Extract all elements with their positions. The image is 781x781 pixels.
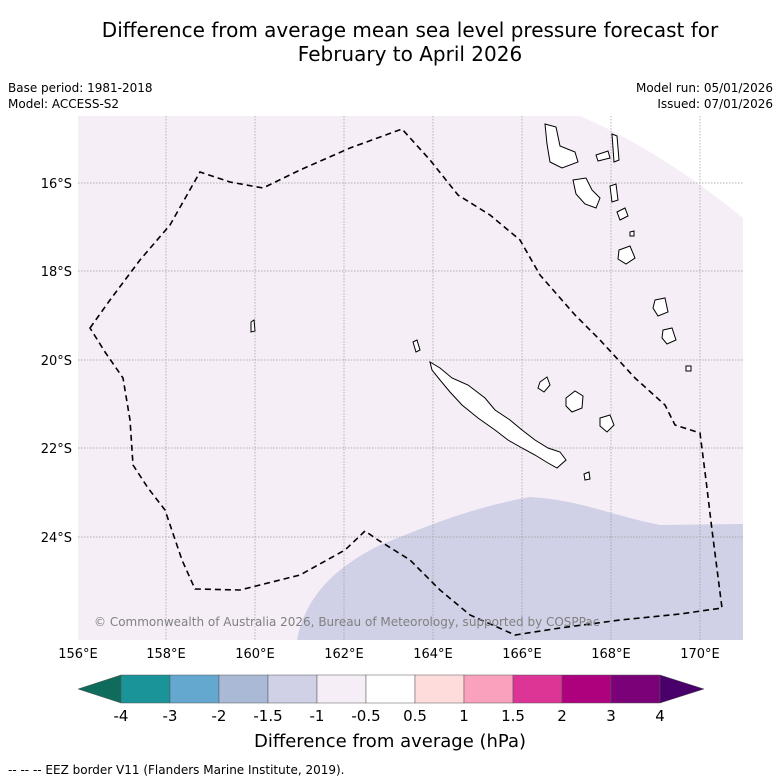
issued-date: Issued: 07/01/2026 [657, 97, 773, 111]
colorbar-title: Difference from average (hPa) [254, 731, 526, 752]
meta-left: Base period: 1981-2018 Model: ACCESS-S2 [8, 80, 153, 112]
lon-label-162e: 162°E [324, 647, 364, 662]
lat-label-24s: 24°S [41, 531, 72, 546]
base-period: Base period: 1981-2018 [8, 81, 153, 95]
colorbar-segment [267, 674, 318, 704]
meta-right: Model run: 05/01/2026 Issued: 07/01/2026 [636, 80, 773, 112]
colorbar-tick-label: 3 [606, 707, 616, 725]
colorbar-tick-label: -1.5 [253, 707, 282, 725]
model-name: Model: ACCESS-S2 [8, 97, 120, 111]
vanuatu-malekula [572, 177, 601, 209]
colorbar-segment [365, 674, 416, 704]
vanuatu-efate [616, 207, 629, 221]
lat-label-16s: 16°S [41, 177, 72, 192]
lat-axis: 16°S 18°S 20°S 22°S 24°S [41, 177, 72, 546]
belep-island [412, 339, 421, 353]
lon-label-164e: 164°E [413, 647, 453, 662]
lat-label-22s: 22°S [41, 442, 72, 457]
colorbar: -4 -3 -2 -1.5 -1 -0.5 0.5 1 1.5 2 3 4 Difference fr… [77, 674, 705, 752]
colorbar-segment [414, 674, 465, 704]
colorbar-segment [316, 674, 367, 704]
lon-label-156e: 156°E [58, 647, 98, 662]
colorbar-tick-label: -3 [163, 707, 178, 725]
vanuatu-maewo [611, 133, 620, 163]
anomaly-field-lavender [297, 497, 743, 640]
island-small-3 [629, 230, 635, 237]
colorbar-segment [218, 674, 269, 704]
colorbar-tick-label: -1 [310, 707, 325, 725]
lon-label-166e: 166°E [502, 647, 542, 662]
colorbar-tick-label: 1 [459, 707, 469, 725]
colorbar-segment [561, 674, 612, 704]
colorbar-tick-label: 1.5 [501, 707, 525, 725]
colorbar-extend-low [77, 674, 122, 704]
model-run: Model run: 05/01/2026 [635, 81, 773, 95]
colorbar-extend-high [659, 674, 705, 704]
vanuatu-espiritu-santo [544, 123, 579, 169]
colorbar-tick-label: -0.5 [351, 707, 380, 725]
colorbar-segment [512, 674, 563, 704]
map-area: © Commonwealth of Australia 2026, Bureau… [78, 116, 743, 640]
title-line-2: February to April 2026 [297, 42, 523, 66]
lon-label-170e: 170°E [680, 647, 720, 662]
isle-of-pines [583, 471, 591, 481]
copyright: © Commonwealth of Australia 2026, Bureau… [94, 615, 599, 629]
loyalty-island-2 [565, 390, 584, 413]
colorbar-tick-label: 0.5 [403, 707, 427, 725]
loyalty-island-1 [537, 376, 551, 393]
lon-label-160e: 160°E [235, 647, 275, 662]
colorbar-segment [120, 674, 171, 704]
colorbar-labels: -4 -3 -2 -1.5 -1 -0.5 0.5 1 1.5 2 3 4 [114, 707, 665, 725]
lon-label-158e: 158°E [146, 647, 186, 662]
colorbar-segment [463, 674, 514, 704]
new-caledonia [429, 360, 567, 469]
colorbar-tick-label: 2 [557, 707, 567, 725]
island-small-1 [250, 319, 256, 333]
vanuatu-ambae [595, 150, 611, 162]
vanuatu-tanna [652, 297, 669, 317]
loyalty-island-3 [599, 414, 615, 433]
title-line-1: Difference from average mean sea level p… [101, 18, 719, 42]
eez-footnote: -- -- -- EEZ border V11 (Flanders Marine… [8, 763, 345, 777]
colorbar-segment [610, 674, 661, 704]
lat-label-20s: 20°S [41, 354, 72, 369]
vanuatu-aneityum [661, 327, 677, 345]
chart-title: Difference from average mean sea level p… [40, 18, 780, 66]
coastlines [250, 123, 692, 481]
colorbar-tick-label: 4 [655, 707, 665, 725]
lat-label-18s: 18°S [41, 265, 72, 280]
island-small-2 [685, 365, 692, 372]
colorbar-tick-label: -2 [212, 707, 227, 725]
colorbar-segment [169, 674, 220, 704]
lon-axis: 156°E 158°E 160°E 162°E 164°E 166°E 168°… [58, 647, 720, 662]
vanuatu-pentecost [609, 183, 619, 203]
colorbar-tick-label: -4 [114, 707, 129, 725]
gridlines [78, 116, 743, 640]
colorbar-segments [120, 674, 661, 704]
lon-label-168e: 168°E [591, 647, 631, 662]
eez-border [89, 128, 723, 636]
vanuatu-erromango [617, 245, 636, 265]
